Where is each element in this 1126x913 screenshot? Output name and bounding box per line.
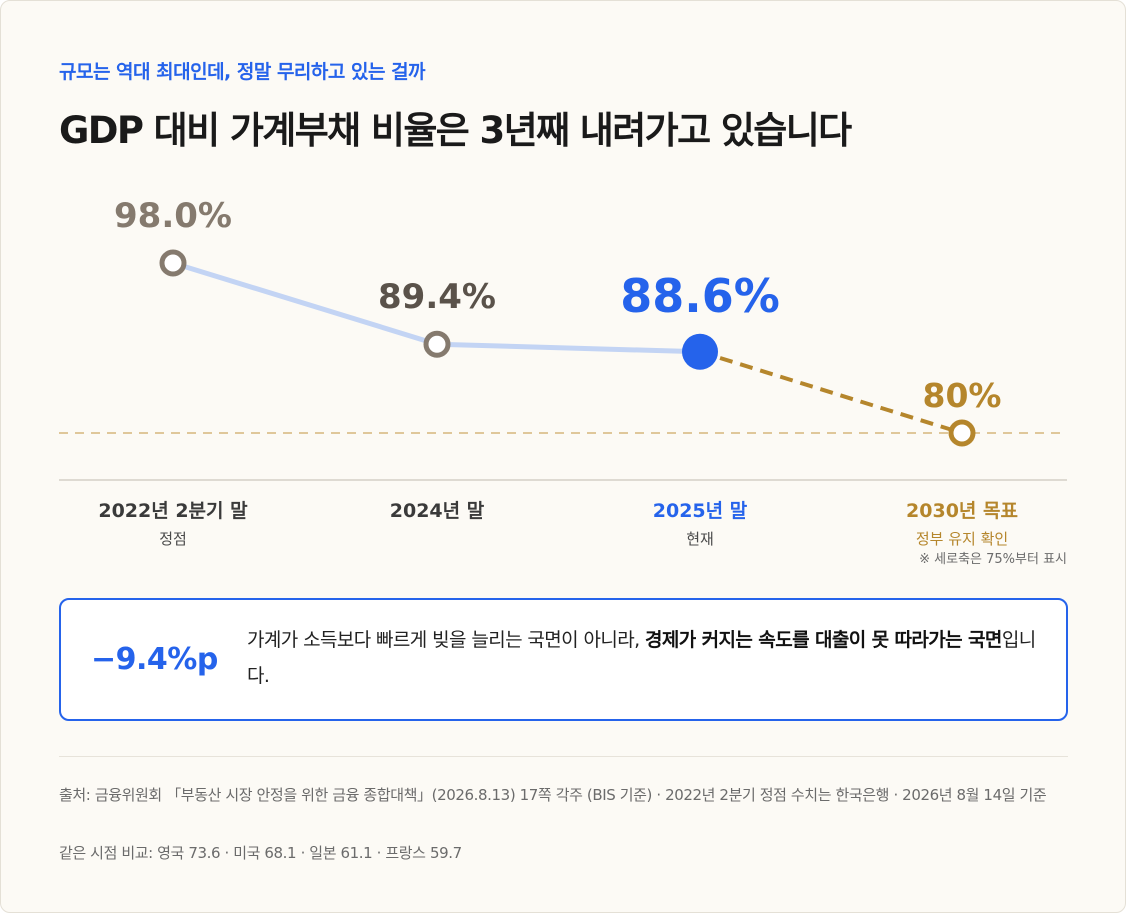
series-line-segment bbox=[170, 260, 440, 347]
page-title: GDP 대비 가계부채 비율은 3년째 내려가고 있습니다 bbox=[59, 109, 852, 152]
comparison-note: 같은 시점 비교: 영국 73.6 · 미국 68.1 · 일본 61.1 · … bbox=[59, 844, 462, 862]
line-chart: 98.0% 89.4% 88.6% 80% 2022년 2분기 말정점 2024년 말 20… bbox=[59, 196, 1067, 567]
source-note: 출처: 금융위원회 「부동산 시장 안정을 위한 금융 종합대책」(2026.8… bbox=[59, 786, 1047, 804]
category-sublabel: 정부 유지 확인 bbox=[916, 530, 1008, 548]
data-label: 89.4% bbox=[378, 277, 496, 317]
footer-divider bbox=[59, 756, 1068, 757]
data-point-marker-target bbox=[948, 419, 976, 447]
data-point-marker bbox=[159, 249, 187, 277]
callout-text: 가계가 소득보다 빠르게 빚을 늘리는 국면이 아니라, 경제가 커지는 속도를… bbox=[247, 622, 1037, 694]
category-label: 2025년 말 bbox=[653, 500, 748, 522]
kicker-text: 규모는 역대 최대인데, 정말 무리하고 있는 걸까 bbox=[59, 61, 426, 83]
data-label: 80% bbox=[923, 376, 1002, 415]
category-label: 2022년 2분기 말 bbox=[98, 500, 248, 522]
data-point-marker-current bbox=[682, 333, 718, 370]
data-label: 88.6% bbox=[620, 269, 780, 323]
data-label: 98.0% bbox=[114, 196, 232, 236]
category-sublabel: 정점 bbox=[159, 530, 187, 548]
category-sublabel: 현재 bbox=[686, 530, 714, 548]
callout-box: −9.4%p 가계가 소득보다 빠르게 빚을 늘리는 국면이 아니라, 경제가 … bbox=[59, 598, 1068, 721]
callout-text-plain: 가계가 소득보다 빠르게 빚을 늘리는 국면이 아니라, bbox=[247, 629, 645, 651]
category-label: 2030년 목표 bbox=[906, 500, 1018, 522]
callout-text-end: 입니다. bbox=[247, 629, 1036, 687]
category-label: 2024년 말 bbox=[390, 500, 485, 522]
callout-text-bold: 경제가 커지는 속도를 대출이 못 따라가는 국면 bbox=[645, 629, 1002, 651]
callout-metric: −9.4%p bbox=[91, 642, 218, 677]
data-point-marker bbox=[423, 330, 451, 358]
projection-line-segment bbox=[699, 349, 963, 435]
series-line-segment bbox=[434, 341, 703, 355]
axis-note: ※ 세로축은 75%부터 표시 bbox=[919, 552, 1067, 567]
